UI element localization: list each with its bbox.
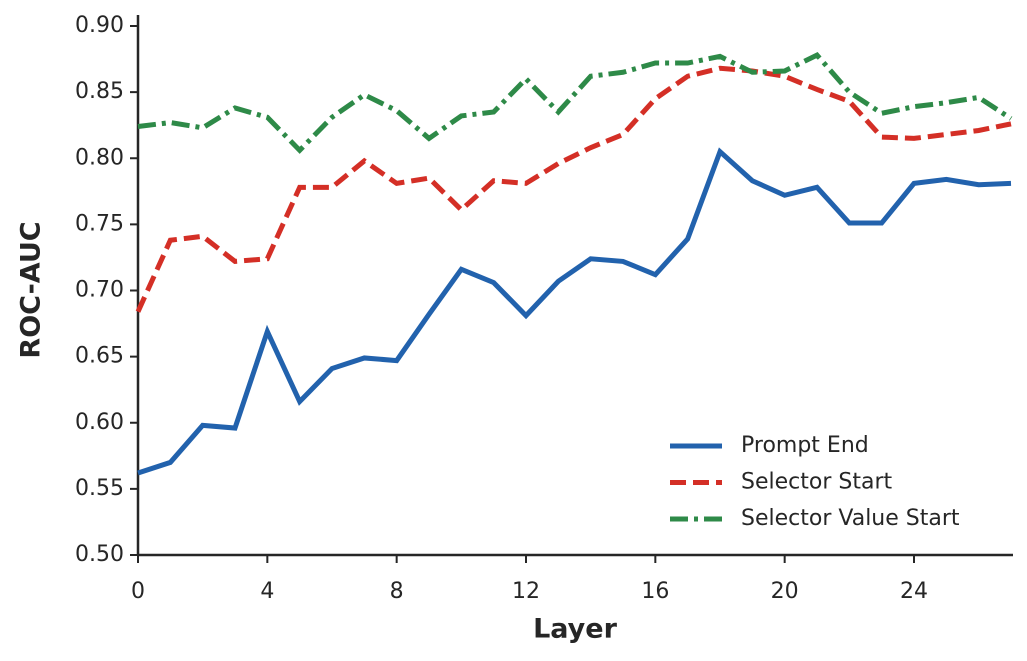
x-tick-label: 8 [390, 579, 404, 604]
legend-label: Prompt End [741, 433, 869, 458]
series-line [135, 65, 1012, 313]
y-tick-label: 0.85 [75, 79, 124, 104]
x-axis-label: Layer [533, 614, 618, 645]
y-tick-label: 0.70 [75, 278, 124, 303]
y-tick-label: 0.55 [75, 476, 124, 501]
x-tick-label: 16 [641, 579, 669, 604]
x-tick-label: 0 [131, 579, 145, 604]
series-line [137, 147, 1012, 476]
y-tick-label: 0.65 [75, 344, 124, 369]
y-tick-label: 0.90 [75, 13, 124, 38]
y-tick-label: 0.75 [75, 211, 124, 236]
x-tick-label: 20 [771, 579, 799, 604]
series-line [137, 52, 1013, 154]
x-tick-label: 4 [260, 579, 274, 604]
legend-label: Selector Value Start [741, 506, 960, 531]
legend-label: Selector Start [741, 470, 892, 495]
y-tick-label: 0.50 [75, 542, 124, 567]
y-tick-label: 0.60 [75, 410, 124, 435]
y-axis-label: ROC-AUC [16, 221, 47, 358]
x-tick-label: 12 [512, 579, 540, 604]
y-tick-label: 0.80 [75, 145, 124, 170]
x-tick-label: 24 [900, 579, 928, 604]
